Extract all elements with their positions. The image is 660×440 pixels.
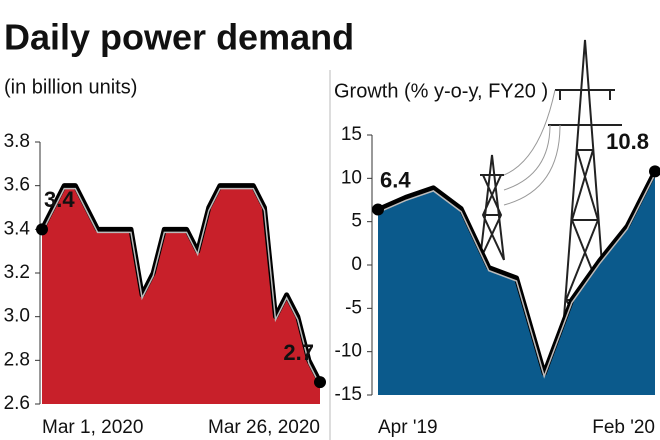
end-point: [314, 376, 326, 389]
y-tick-label: 15: [341, 124, 362, 145]
y-tick-label: 10: [341, 167, 362, 188]
x-tick-label: Mar 1, 2020: [42, 417, 143, 438]
y-tick-label: 5: [351, 211, 362, 232]
y-tick-label: 2.6: [4, 393, 30, 414]
y-tick-label: 3.0: [4, 306, 30, 327]
y-tick-label: -10: [335, 341, 362, 362]
end-point: [36, 223, 48, 236]
y-tick-label: 3.8: [4, 131, 30, 152]
data-label: 2.7: [283, 340, 314, 365]
y-tick-label: 3.2: [4, 262, 30, 283]
y-tick-label: -15: [335, 384, 362, 405]
y-tick-label: 0: [351, 254, 362, 275]
chart-subtitle: Growth (% y-o-y, FY20 ): [334, 80, 548, 102]
area: [42, 185, 320, 404]
tower-illustration: [479, 39, 622, 371]
y-tick-label: 3.6: [4, 175, 30, 196]
line: [376, 170, 658, 376]
end-point: [372, 203, 384, 216]
x-tick-label: Feb '20: [592, 417, 655, 438]
y-tick-label: -5: [345, 297, 362, 318]
data-label: 3.4: [44, 187, 75, 212]
line-highlight: [41, 187, 321, 386]
line-highlight: [377, 174, 656, 379]
x-tick-label: Mar 26, 2020: [208, 417, 320, 438]
y-tick-label: 3.4: [4, 218, 31, 239]
end-point: [649, 165, 660, 178]
data-label: 6.4: [380, 167, 411, 192]
chart-subtitle: (in billion units): [4, 76, 137, 98]
y-tick-label: 2.8: [4, 349, 30, 370]
data-label: 10.8: [606, 129, 649, 154]
chart-title: Daily power demand: [4, 17, 354, 58]
x-tick-label: Apr '19: [378, 417, 438, 438]
